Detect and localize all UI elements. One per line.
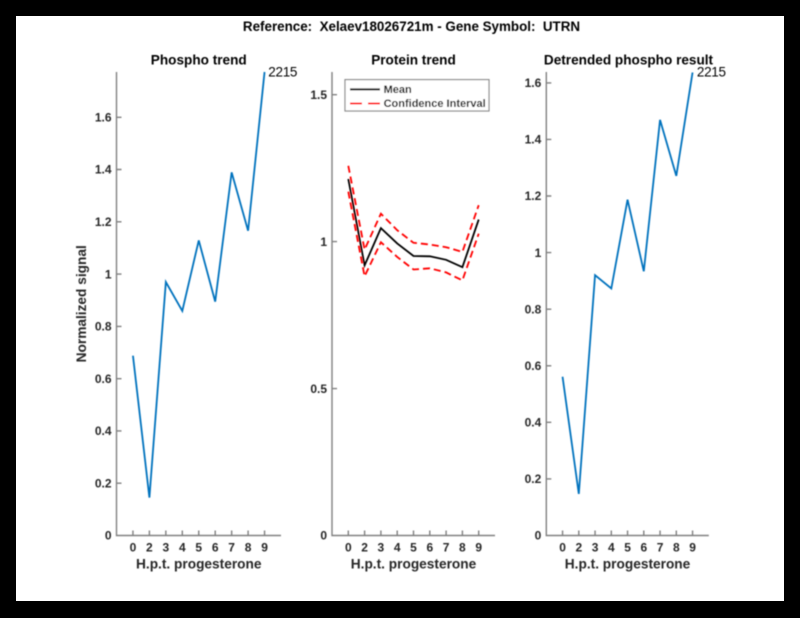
svg-text:0: 0	[105, 529, 112, 543]
svg-text:8: 8	[459, 541, 466, 555]
svg-text:6: 6	[212, 541, 219, 555]
svg-text:1.5: 1.5	[310, 88, 327, 102]
svg-text:9: 9	[475, 541, 482, 555]
svg-text:Normalized signal: Normalized signal	[74, 245, 89, 362]
svg-text:0.2: 0.2	[525, 472, 542, 486]
svg-text:Protein trend: Protein trend	[371, 53, 456, 68]
svg-text:9: 9	[689, 541, 696, 555]
svg-text:0.5: 0.5	[310, 382, 327, 396]
svg-text:0: 0	[130, 541, 137, 555]
svg-text:0: 0	[320, 529, 327, 543]
svg-text:Mean: Mean	[384, 84, 412, 96]
svg-text:0: 0	[535, 529, 542, 543]
svg-text:Detrended phospho result: Detrended phospho result	[544, 53, 714, 68]
svg-text:Reference: Xelaev18026721m -: Reference: Xelaev18026721m - Gene Symbol…	[243, 19, 580, 34]
svg-text:6: 6	[640, 541, 647, 555]
svg-text:2: 2	[361, 541, 368, 555]
svg-text:0.6: 0.6	[95, 372, 112, 386]
svg-text:4: 4	[394, 541, 401, 555]
svg-text:1.2: 1.2	[525, 189, 542, 203]
svg-text:Phospho trend: Phospho trend	[151, 53, 247, 68]
svg-text:5: 5	[410, 541, 417, 555]
svg-text:2: 2	[575, 541, 582, 555]
svg-text:1.6: 1.6	[95, 111, 112, 125]
svg-text:5: 5	[624, 541, 631, 555]
svg-text:H.p.t. progesterone: H.p.t. progesterone	[136, 557, 262, 572]
svg-text:7: 7	[228, 541, 235, 555]
svg-text:2: 2	[146, 541, 153, 555]
svg-text:7: 7	[657, 541, 664, 555]
svg-text:0.8: 0.8	[525, 302, 542, 316]
svg-text:0: 0	[345, 541, 352, 555]
svg-text:0.6: 0.6	[525, 359, 542, 373]
svg-text:3: 3	[163, 541, 170, 555]
svg-text:0.4: 0.4	[525, 416, 542, 430]
svg-text:3: 3	[378, 541, 385, 555]
svg-text:H.p.t. progesterone: H.p.t. progesterone	[565, 557, 691, 572]
svg-text:1.4: 1.4	[525, 133, 542, 147]
svg-text:7: 7	[443, 541, 450, 555]
svg-text:2215: 2215	[268, 65, 297, 80]
svg-text:Confidence Interval: Confidence Interval	[384, 98, 486, 110]
svg-text:0.2: 0.2	[95, 476, 112, 490]
svg-text:1.6: 1.6	[525, 76, 542, 90]
svg-text:6: 6	[426, 541, 433, 555]
svg-text:0.4: 0.4	[95, 424, 112, 438]
svg-text:1: 1	[320, 235, 327, 249]
svg-text:8: 8	[245, 541, 252, 555]
svg-text:H.p.t. progesterone: H.p.t. progesterone	[351, 557, 477, 572]
svg-text:4: 4	[608, 541, 615, 555]
svg-text:1.4: 1.4	[95, 163, 112, 177]
svg-text:9: 9	[261, 541, 268, 555]
svg-text:4: 4	[179, 541, 186, 555]
svg-text:1: 1	[535, 246, 542, 260]
svg-text:1.2: 1.2	[95, 215, 112, 229]
svg-text:0: 0	[559, 541, 566, 555]
svg-text:3: 3	[592, 541, 599, 555]
svg-text:1: 1	[105, 267, 112, 281]
svg-text:2215: 2215	[697, 65, 726, 80]
svg-text:0.8: 0.8	[95, 320, 112, 334]
svg-text:5: 5	[195, 541, 202, 555]
svg-text:8: 8	[673, 541, 680, 555]
